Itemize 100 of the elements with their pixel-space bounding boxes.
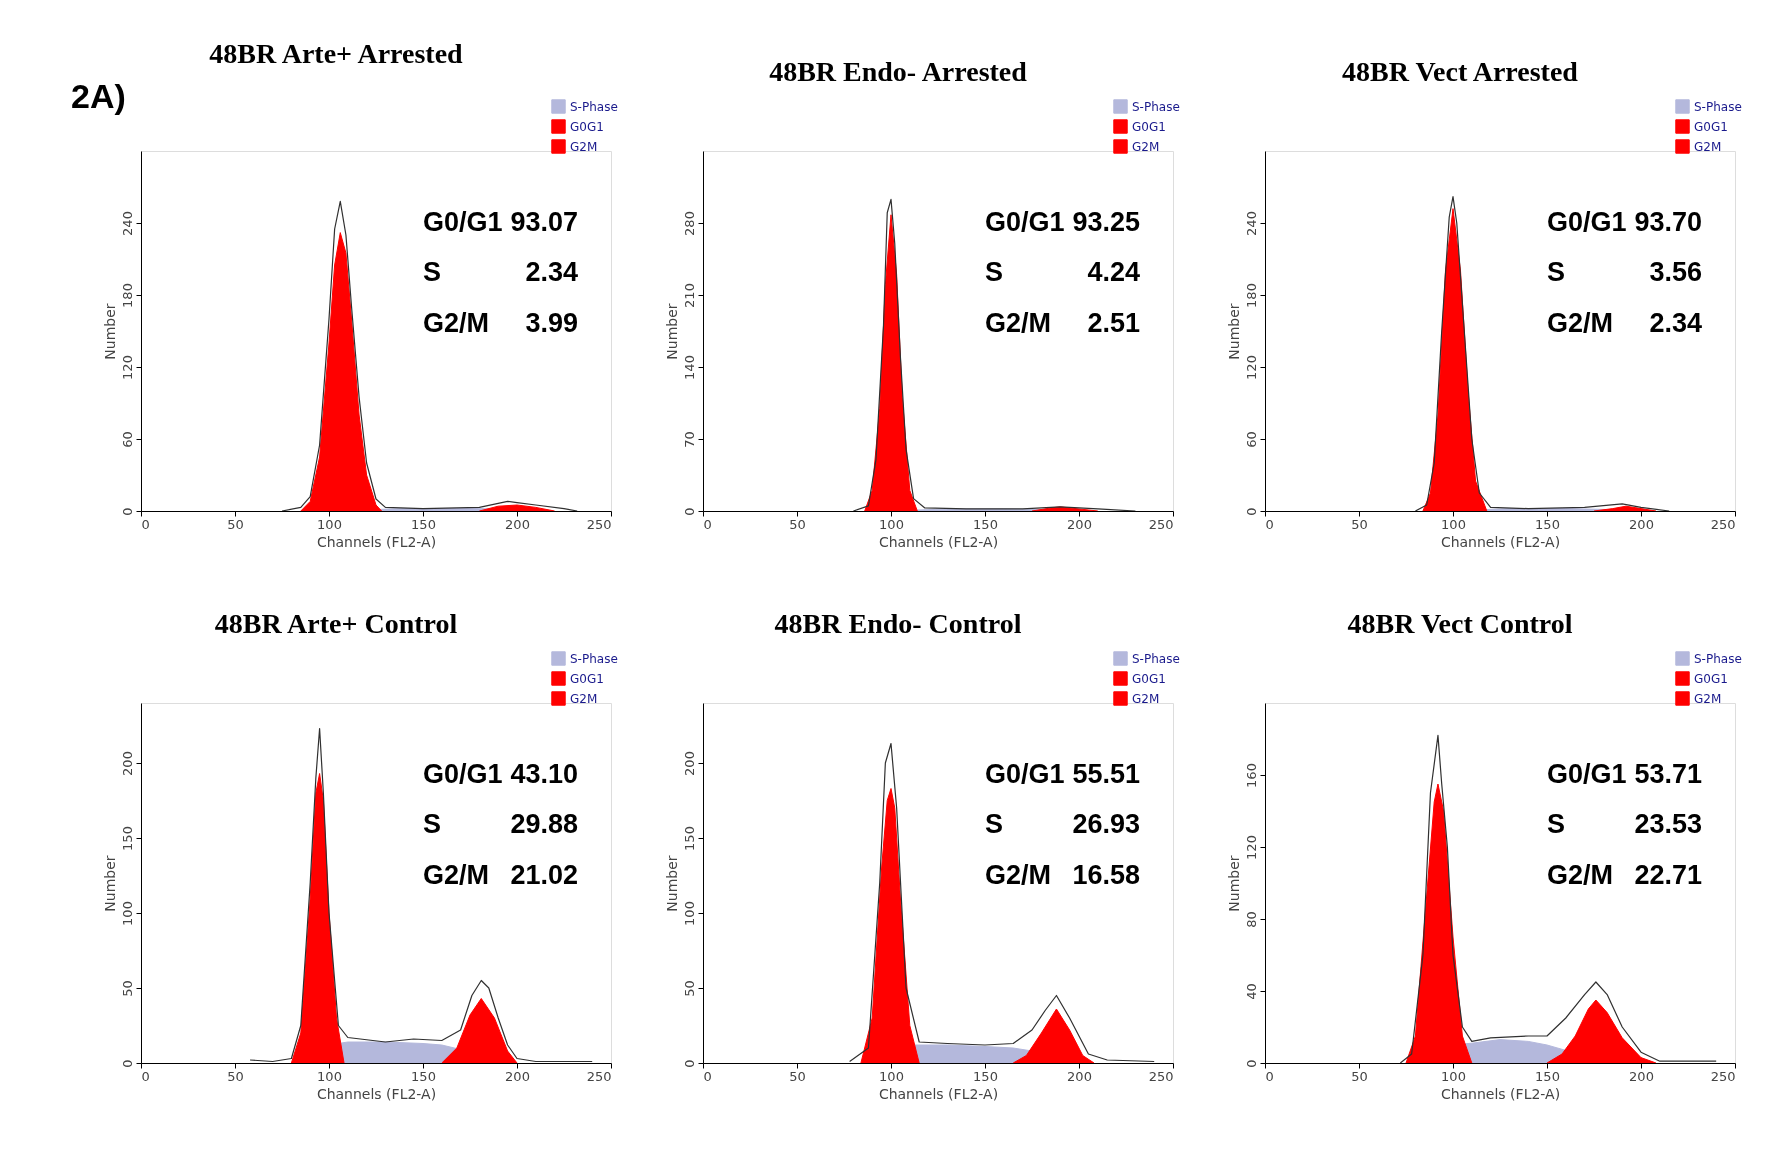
y-tick-label: 160	[1243, 763, 1259, 788]
x-tick-label: 100	[879, 1068, 904, 1084]
annotation: G2/M 16.58	[985, 859, 1141, 890]
x-tick-label: 50	[1351, 1068, 1368, 1084]
x-tick-label: 150	[1535, 516, 1560, 532]
line-series	[249, 727, 593, 1063]
x-tick-label: 200	[1067, 1068, 1092, 1084]
y-tick-label: 180	[119, 283, 135, 308]
legend-label: G0G1	[1694, 671, 1728, 686]
text: S 29.88	[423, 809, 579, 840]
legend-label: S-Phase	[1132, 99, 1180, 114]
text: G2/M 3.99	[423, 307, 579, 338]
y-axis-title: Number	[663, 855, 680, 912]
annotation: G0/G1 55.51	[985, 759, 1141, 789]
x-tick-label: 100	[1441, 1068, 1466, 1084]
y-tick-label: 50	[681, 980, 697, 997]
text: S 23.53	[1547, 809, 1703, 840]
text: S 26.93	[985, 809, 1141, 840]
text: S 2.34	[423, 257, 579, 288]
x-tick-label: 100	[879, 516, 904, 532]
x-tick-label: 50	[789, 516, 806, 532]
y-tick-label: 210	[681, 283, 697, 308]
annotation: G0/G1 43.10	[423, 759, 579, 789]
y-tick-label: 0	[119, 1059, 135, 1068]
y-tick-label: 0	[681, 1059, 697, 1068]
y-tick-label: 0	[681, 507, 697, 516]
x-tick-label: 200	[1629, 516, 1654, 532]
y-tick-label: 60	[1243, 431, 1259, 448]
y-tick-label: 50	[119, 980, 135, 997]
y-tick-label: 0	[1243, 507, 1259, 516]
line-series	[849, 742, 1155, 1063]
x-tick-label: 50	[227, 516, 244, 532]
annotation: G0/G1 93.70	[1547, 207, 1703, 237]
y-tick-label: 200	[681, 751, 697, 776]
x-tick-label: 200	[505, 1068, 530, 1084]
y-axis-title: Number	[101, 855, 118, 912]
x-tick-label: 0	[703, 1068, 712, 1084]
x-tick-label: 200	[505, 516, 530, 532]
legend-label: G2M	[570, 139, 598, 154]
y-tick-label: 140	[681, 355, 697, 380]
chart-title: 48BR Endo- Arrested	[769, 56, 1028, 87]
legend-label: G2M	[1694, 691, 1722, 706]
x-tick-label: 0	[703, 516, 712, 532]
x-tick-label: 50	[227, 1068, 244, 1084]
y-tick-label: 120	[119, 355, 135, 380]
legend-label: G2M	[1132, 139, 1160, 154]
x-tick-label: 150	[411, 1068, 436, 1084]
y-tick-label: 200	[119, 751, 135, 776]
annotation: G0/G1 53.71	[1547, 759, 1703, 789]
legend-label: G2M	[1132, 691, 1160, 706]
x-tick-label: 100	[317, 516, 342, 532]
x-tick-label: 50	[789, 1068, 806, 1084]
chart-title: 48BR Arte+ Control	[214, 608, 458, 639]
y-tick-label: 0	[1243, 1059, 1259, 1068]
x-axis-title: Channels (FL2-A)	[1440, 533, 1561, 550]
y-axis-title: Number	[1225, 303, 1242, 360]
y-axis-title: Number	[663, 303, 680, 360]
x-tick-label: 150	[973, 516, 998, 532]
x-tick-label: 200	[1629, 1068, 1654, 1084]
legend-label: G2M	[1694, 139, 1722, 154]
y-tick-label: 120	[1243, 355, 1259, 380]
x-tick-label: 200	[1067, 516, 1092, 532]
x-tick-label: 0	[141, 1068, 150, 1084]
x-tick-label: 250	[586, 516, 612, 532]
text: 2A)	[71, 77, 126, 115]
legend-label: G2M	[570, 691, 598, 706]
y-tick-label: 100	[681, 901, 697, 926]
text: G2/M 2.34	[1547, 307, 1703, 338]
x-tick-label: 250	[1148, 1068, 1174, 1084]
x-tick-label: 250	[1710, 516, 1736, 532]
legend-label: G0G1	[1132, 119, 1166, 134]
x-tick-label: 250	[586, 1068, 612, 1084]
chart-title: 48BR Vect Control	[1347, 608, 1573, 639]
text: S 4.24	[985, 257, 1141, 288]
legend-label: S-Phase	[1132, 651, 1180, 666]
legend-label: G0G1	[1132, 671, 1166, 686]
legend-label: S-Phase	[570, 99, 618, 114]
y-tick-label: 150	[681, 826, 697, 851]
line-series	[1399, 734, 1717, 1063]
y-tick-label: 100	[119, 901, 135, 926]
x-axis-title: Channels (FL2-A)	[878, 1085, 999, 1102]
x-tick-label: 0	[1265, 1068, 1274, 1084]
y-tick-label: 120	[1243, 835, 1259, 860]
chart-title: 48BR Arte+ Arrested	[209, 38, 464, 69]
x-tick-label: 250	[1710, 1068, 1736, 1084]
y-tick-label: 60	[119, 431, 135, 448]
chart-title: 48BR Endo- Control	[774, 608, 1022, 639]
legend-label: S-Phase	[570, 651, 618, 666]
x-tick-label: 150	[973, 1068, 998, 1084]
x-axis-title: Channels (FL2-A)	[1440, 1085, 1561, 1102]
annotation: G2/M 22.71	[1547, 859, 1703, 890]
x-tick-label: 50	[1351, 516, 1368, 532]
y-tick-label: 240	[1243, 211, 1259, 236]
annotation: G0/G1 93.07	[423, 207, 579, 237]
legend-label: G0G1	[570, 119, 604, 134]
annotation: G0/G1 93.25	[985, 207, 1141, 237]
legend-label: S-Phase	[1694, 651, 1742, 666]
x-tick-label: 100	[1441, 516, 1466, 532]
y-axis-title: Number	[1225, 855, 1242, 912]
chart-title: 48BR Vect Arrested	[1342, 56, 1579, 87]
